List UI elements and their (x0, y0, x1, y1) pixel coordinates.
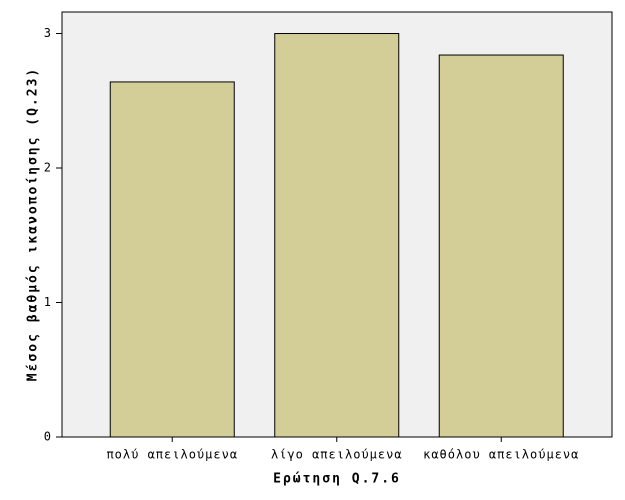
y-tick-label: 1 (44, 295, 52, 309)
x-tick-label: καθόλου απειλούμενα (423, 448, 579, 462)
x-tick-label: πολύ απειλούμενα (106, 448, 238, 462)
x-axis-title: Ερώτηση Q.7.6 (273, 472, 401, 487)
bar (109, 81, 235, 438)
bar (274, 33, 400, 438)
bar (438, 54, 564, 438)
y-tick-label: 2 (44, 161, 52, 175)
y-tick-label: 0 (44, 430, 52, 444)
y-axis-title: Μέσος βαθμός ικανοποίησης (Q.23) (26, 67, 41, 381)
x-tick-label: λίγο απειλούμενα (271, 448, 403, 462)
y-tick-label: 3 (44, 26, 52, 40)
